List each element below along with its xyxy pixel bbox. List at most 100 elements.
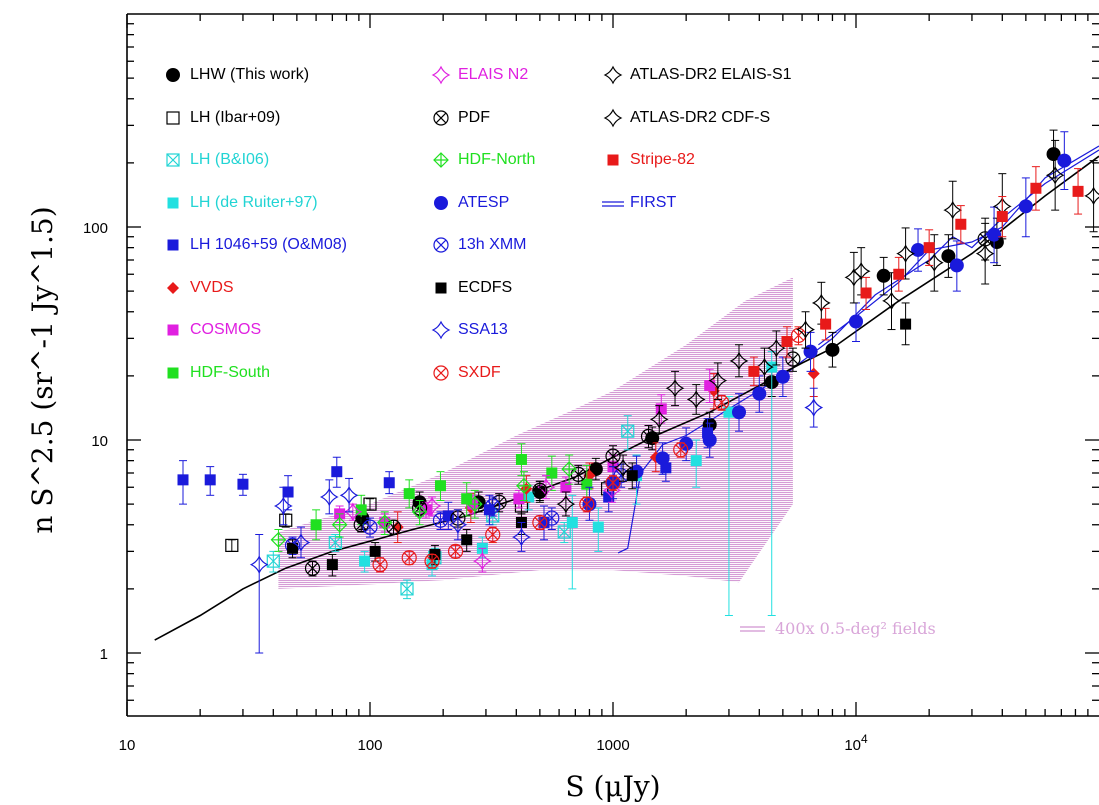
series-16 [665,139,1065,407]
legend-label: LH (B&I06) [190,151,270,168]
data-series [177,129,1099,654]
data-point [204,474,216,486]
data-point [955,218,967,230]
legend-label: SSA13 [458,321,508,338]
series-14 [249,387,824,654]
data-point [363,497,377,511]
data-point [411,503,428,520]
data-point [249,555,269,575]
data-point [613,458,633,478]
data-point [273,496,293,516]
legend-marker [603,65,623,85]
data-point [166,153,180,167]
data-point [167,281,179,294]
data-point [1045,165,1065,185]
legend-item-atlas-dr2-elais-s1: ATLAS-DR2 ELAIS-S1 [600,63,792,87]
data-point [579,496,595,512]
legend-marker [166,153,180,167]
legend-label: Stripe-82 [630,151,695,168]
data-point [400,582,414,596]
data-point [424,553,440,569]
data-point [825,342,840,357]
data-point [605,448,621,464]
data-point [304,560,321,576]
legend-item-pdf: PDF [428,106,490,130]
data-point [655,403,667,415]
data-point [319,487,339,507]
series-18 [748,166,1084,387]
data-point [287,542,299,554]
data-point [431,320,451,340]
y-tick-label-100: 100 [83,220,108,237]
legend-label: ATESP [458,193,510,211]
data-point [752,386,767,401]
data-point [1030,182,1042,194]
data-point [1084,186,1099,206]
data-point [472,551,492,571]
band-annotation: 400x 0.5-deg² fields [740,619,936,638]
data-point [820,318,832,330]
legend-marker [167,324,179,336]
data-point [167,367,179,378]
data-point [876,268,891,283]
data-point [900,318,912,330]
data-point [949,258,964,273]
data-point [433,109,449,126]
data-point [266,554,280,568]
data-point [748,365,760,377]
data-point [708,371,728,391]
legend-item-first: FIRST [600,191,676,215]
legend-marker [433,152,449,168]
data-point [461,493,473,505]
x-axis-title: S (μJy) [565,770,660,803]
data-point [896,244,916,264]
data-point [328,535,342,550]
data-point [775,369,790,384]
legend-label: ECDFS [458,278,513,296]
data-point [556,494,576,514]
data-point [513,493,525,505]
data-point [167,197,179,208]
legend-label: 13h XMM [458,236,527,253]
data-point [523,491,535,503]
legend-item-ssa13: SSA13 [428,318,508,342]
legend-item-lh-de-ruiter-97: LH (de Ruiter+97) [160,191,318,215]
data-point [166,110,180,125]
legend-marker [433,237,449,253]
data-point [422,496,442,516]
data-point [807,367,820,380]
data-point [941,249,956,264]
data-point [383,477,395,489]
data-point [804,398,824,417]
data-point [270,531,287,548]
data-point [532,482,548,498]
data-point [237,478,249,490]
legend-label: LH 1046+59 (O&M08) [190,236,347,253]
legend-marker [433,364,449,381]
data-point [369,545,381,557]
x-tick-label-10000: 104 [844,732,868,754]
data-point [435,282,447,293]
data-point [434,480,446,492]
legend-label: LH (Ibar+09) [190,108,281,126]
x-tick-label-100: 100 [357,737,382,754]
data-point [603,108,623,127]
data-point [702,433,717,447]
data-point [447,543,464,559]
legend-item-lh-b-i06: LH (B&I06) [160,148,269,172]
data-point [665,378,685,398]
data-point [466,496,483,512]
data-point [343,502,363,522]
legend-item-ecdfs: ECDFS [428,276,512,300]
data-point [731,405,746,420]
legend-item-lh-ibar-09: LH (Ibar+09) [160,106,280,130]
legend-item-stripe-82: Stripe-82 [600,148,695,172]
data-point [485,498,501,514]
legend-label: ATLAS-DR2 CDF-S [630,108,771,126]
y-axis-title: n S^2.5 (sr^-1 Jy^1.5) [26,206,59,533]
legend-marker [166,110,180,125]
legend-marker [167,367,179,378]
legend-item-lhw-this-work: LHW (This work) [160,63,309,87]
data-point [355,504,367,516]
